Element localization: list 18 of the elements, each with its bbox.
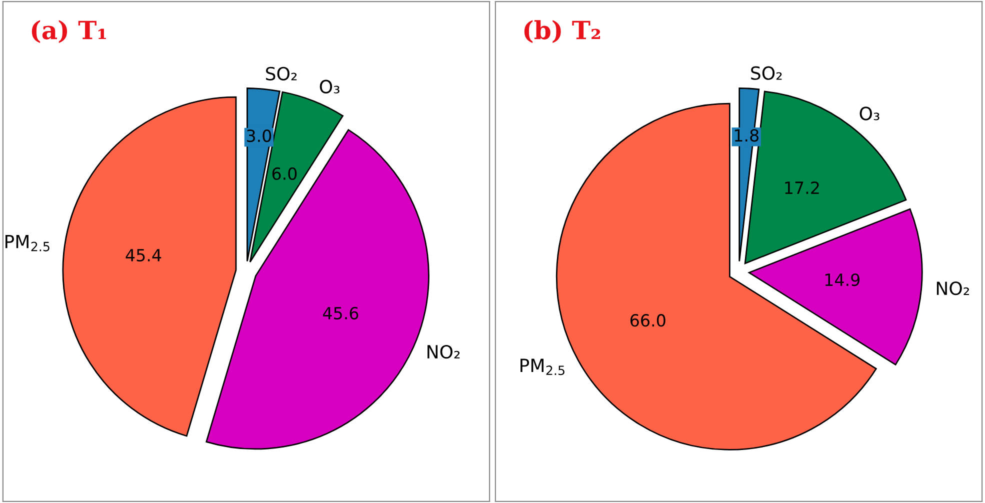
data-label: 17.2: [785, 181, 819, 194]
slice-label: NO₂: [936, 281, 969, 296]
slice-label: PM$_{2.5}$: [520, 358, 564, 376]
slice-label: SO₂: [751, 66, 782, 80]
data-label: 1.8: [734, 129, 758, 142]
data-label: 45.6: [322, 306, 358, 320]
data-label: 14.9: [825, 273, 860, 286]
slice-label: O₃: [320, 80, 340, 94]
data-label: 45.4: [126, 249, 162, 262]
slice-label: PM$_{2.5}$: [6, 235, 50, 252]
chart-title: (b) T₂: [524, 20, 600, 44]
slice-label: O₃: [860, 106, 880, 120]
data-label: 6.0: [272, 167, 297, 180]
data-label: 3.0: [246, 129, 272, 142]
data-label: 66.0: [630, 314, 666, 327]
slice-label: NO₂: [428, 344, 460, 359]
chart-title: (a) T₁: [32, 20, 106, 44]
slice-label: SO₂: [266, 66, 297, 80]
